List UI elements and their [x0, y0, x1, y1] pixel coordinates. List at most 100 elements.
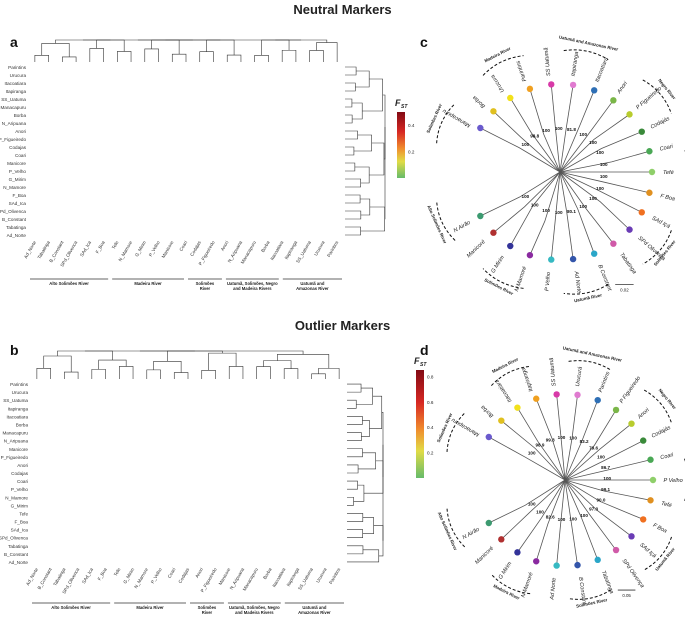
b-cell-value: 0.503	[184, 553, 192, 557]
a-cell-value: 0.712	[265, 82, 273, 86]
b-cell-value: 0.465	[253, 391, 261, 395]
a-cell-value: 0.149	[223, 202, 231, 206]
b-cell-value: 0.548	[184, 456, 192, 460]
b-cell-value: 0.121	[143, 423, 151, 427]
c-river-bracket	[563, 49, 609, 61]
a-cell-value: 0.443	[155, 138, 163, 142]
a-cell-value: 0.545	[320, 106, 328, 110]
b-cell-value: 0.562	[47, 464, 55, 468]
b-cell-value: 0.416	[171, 537, 179, 541]
b-cell-value: 0.656	[116, 537, 124, 541]
b-colorbar	[416, 370, 424, 478]
a-cell-value: 0.350	[333, 202, 341, 206]
b-cell-value: 0.587	[308, 407, 316, 411]
b-cell-value: 0.692	[225, 407, 233, 411]
b-cell-value: 0.464	[88, 423, 96, 427]
b-row-dendrogram-branch	[373, 525, 384, 557]
b-cell-value: 0.574	[61, 472, 69, 476]
b-cell-value: 0.525	[198, 504, 206, 508]
a-cell-value: 0.481	[278, 122, 286, 126]
b-row-label: Parintins	[10, 382, 29, 387]
a-cell-value: 0.755	[45, 210, 53, 214]
a-cell-value: 0.450	[237, 154, 245, 158]
a-cell-value: 0.421	[59, 154, 67, 158]
b-cell-value: 0.587	[280, 399, 288, 403]
b-row-dendrogram-branch	[347, 399, 357, 409]
a-cell-value: 0.408	[278, 162, 286, 166]
a-cell-value: 0.692	[100, 218, 108, 222]
b-cell-value: 0.427	[116, 391, 124, 395]
b-cell-value: 0.368	[212, 504, 220, 508]
a-cell-value: 0.195	[333, 226, 341, 230]
a-cell-value: 0.407	[278, 210, 286, 214]
b-cell-value: 0.408	[74, 423, 82, 427]
b-cell-value: 0.672	[116, 561, 124, 565]
a-cell-value: 0.115	[86, 98, 94, 102]
c-tree-leaf-node	[507, 94, 514, 102]
b-cell-value: 0.336	[212, 520, 220, 524]
a-row-dendrogram-branch	[345, 178, 361, 188]
b-cell-value: 0.638	[335, 399, 343, 403]
b-cell-value: 0.570	[47, 520, 55, 524]
a-cell-value: 0.173	[182, 170, 190, 174]
b-col-label: Tefe	[113, 567, 122, 577]
b-cell-value: 0.145	[267, 496, 275, 500]
a-cell-value: 0.532	[196, 202, 204, 206]
a-cell-value: 0.462	[320, 154, 328, 158]
b-cell-value: 0.542	[294, 448, 302, 452]
b-cell-value: 0.485	[322, 512, 330, 516]
b-cell-value: 0.533	[308, 464, 316, 468]
b-col-dendrogram-branch	[283, 368, 299, 379]
b-cell-value: 0.020	[143, 496, 151, 500]
b-cell-value: 0.566	[335, 415, 343, 419]
b-cell-value: 0.587	[129, 561, 137, 565]
b-cell-value: 0.398	[267, 448, 275, 452]
c-river-bracket	[642, 230, 672, 265]
c-tree-leaf-node	[626, 111, 633, 118]
a-cell-value: 0.402	[155, 194, 163, 198]
a-cell-value: 0.483	[45, 202, 53, 206]
a-cell-value: 0.447	[114, 154, 122, 158]
b-cell-value: 0.461	[143, 464, 151, 468]
a-cell-value: 0.350	[265, 210, 273, 214]
b-cell-value: 0.496	[33, 512, 41, 516]
a-cell-value: 0.421	[86, 122, 94, 126]
a-cell-value: 0.239	[45, 98, 53, 102]
c-tree-leaf-label: Parintins	[515, 59, 528, 82]
b-cell-value: 0.499	[157, 561, 165, 565]
a-cell-value: 0.597	[278, 66, 286, 70]
b-cell-value: 0.554	[322, 528, 330, 532]
a-cell-value: 0.458	[100, 186, 108, 190]
c-tree-branch	[493, 171, 561, 234]
b-cell-value: 0.577	[322, 488, 330, 492]
a-group-label: Madeira River	[134, 281, 162, 286]
b-cell-value: 0.614	[129, 537, 137, 541]
a-cell-value: 0.771	[333, 66, 341, 70]
a-cell-value: 0.520	[196, 82, 204, 86]
a-cell-value: 0.619	[182, 226, 190, 230]
a-col-dendrogram-branch	[206, 39, 235, 56]
c-bootstrap-value: 100	[596, 150, 604, 155]
b-cell-value: 0.569	[308, 488, 316, 492]
a-row-dendrogram-branch	[353, 134, 372, 152]
a-cell-value: 0.563	[59, 194, 67, 198]
d-bootstrap-value: 86.7	[601, 465, 610, 470]
a-col-dendrogram-branch	[117, 51, 132, 62]
a-cell-value: 0.426	[237, 122, 245, 126]
a-cell-value: 0.424	[114, 98, 122, 102]
a-cell-value: 0.689	[59, 234, 67, 238]
a-cell-value: 0.117	[72, 66, 80, 70]
a-cell-value: 0.325	[31, 130, 39, 134]
a-cell-value: 0.020	[114, 186, 122, 190]
a-cell-value: 0.589	[251, 82, 259, 86]
c-bootstrap-value: 80.1	[567, 209, 576, 214]
d-tree-branch	[535, 479, 566, 562]
a-cell-value: 0.364	[127, 162, 135, 166]
a-heatmap-frame	[28, 63, 344, 239]
c-tree-leaf-node	[590, 87, 598, 94]
b-cell-value: 0.505	[225, 464, 233, 468]
c-tree-branch	[493, 110, 561, 173]
a-cell-value: 0.354	[100, 162, 108, 166]
a-cell-value: 0.601	[127, 202, 135, 206]
a-cell-value: 0.542	[210, 210, 218, 214]
